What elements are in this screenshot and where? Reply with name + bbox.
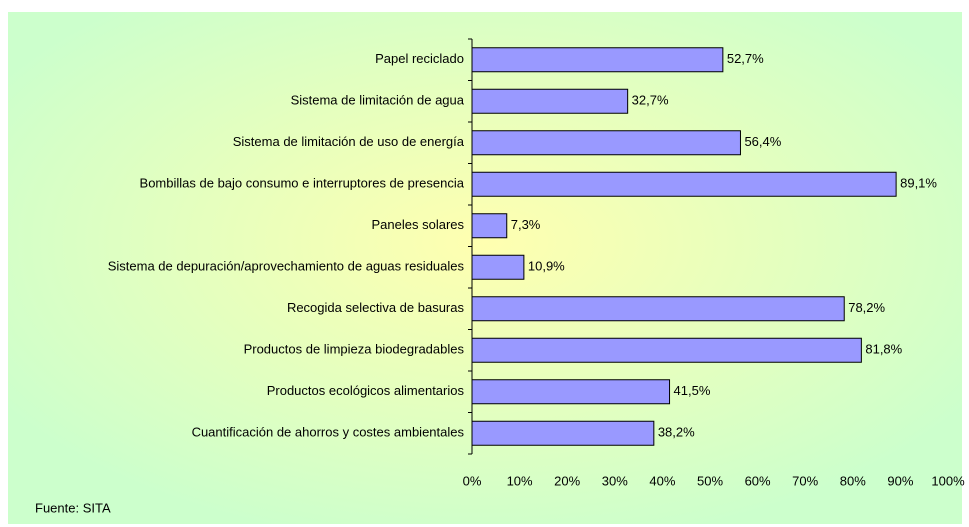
data-label: 56,4% xyxy=(744,134,781,149)
y-tick-label: Sistema de limitación de agua xyxy=(291,93,465,108)
x-tick-label: 100% xyxy=(931,473,965,488)
bar xyxy=(471,296,845,322)
bar xyxy=(471,171,897,197)
y-tick-label: Sistema de limitación de uso de energía xyxy=(233,134,465,149)
data-label: 78,2% xyxy=(848,300,885,315)
x-tick-label: 60% xyxy=(745,473,771,488)
x-tick-label: 30% xyxy=(602,473,628,488)
x-tick-label: 70% xyxy=(792,473,818,488)
y-tick-label: Cuantificación de ahorros y costes ambie… xyxy=(192,425,465,440)
x-tick-label: 80% xyxy=(840,473,866,488)
y-tick-label: Productos ecológicos alimentarios xyxy=(267,383,465,398)
bar xyxy=(471,379,671,405)
y-tick-label: Sistema de depuración/aprovechamiento de… xyxy=(108,259,465,274)
data-label: 52,7% xyxy=(727,51,764,66)
x-tick-label: 90% xyxy=(887,473,913,488)
y-tick-label: Papel reciclado xyxy=(375,51,464,66)
data-label: 89,1% xyxy=(900,176,937,191)
data-label: 10,9% xyxy=(528,259,565,274)
bar xyxy=(471,130,741,156)
bar xyxy=(471,88,629,114)
x-tick-label: 20% xyxy=(554,473,580,488)
x-tick-label: 40% xyxy=(649,473,675,488)
x-tick-label: 50% xyxy=(697,473,723,488)
data-label: 38,2% xyxy=(658,425,695,440)
bar xyxy=(471,47,724,73)
x-tick-label: 10% xyxy=(507,473,533,488)
bar xyxy=(471,213,508,239)
data-label: 32,7% xyxy=(632,93,669,108)
y-tick-label: Productos de limpieza biodegradables xyxy=(244,342,465,357)
source-note: Fuente: SITA xyxy=(35,500,111,515)
x-tick-label: 0% xyxy=(463,473,482,488)
data-label: 81,8% xyxy=(865,342,902,357)
y-tick-label: Bombillas de bajo consumo e interruptore… xyxy=(140,176,465,191)
data-label: 7,3% xyxy=(511,217,541,232)
bar xyxy=(471,420,655,446)
y-tick-label: Recogida selectiva de basuras xyxy=(287,300,465,315)
data-label: 41,5% xyxy=(674,383,711,398)
bar xyxy=(471,337,862,363)
bar xyxy=(471,254,525,280)
y-tick-label: Paneles solares xyxy=(372,217,465,232)
